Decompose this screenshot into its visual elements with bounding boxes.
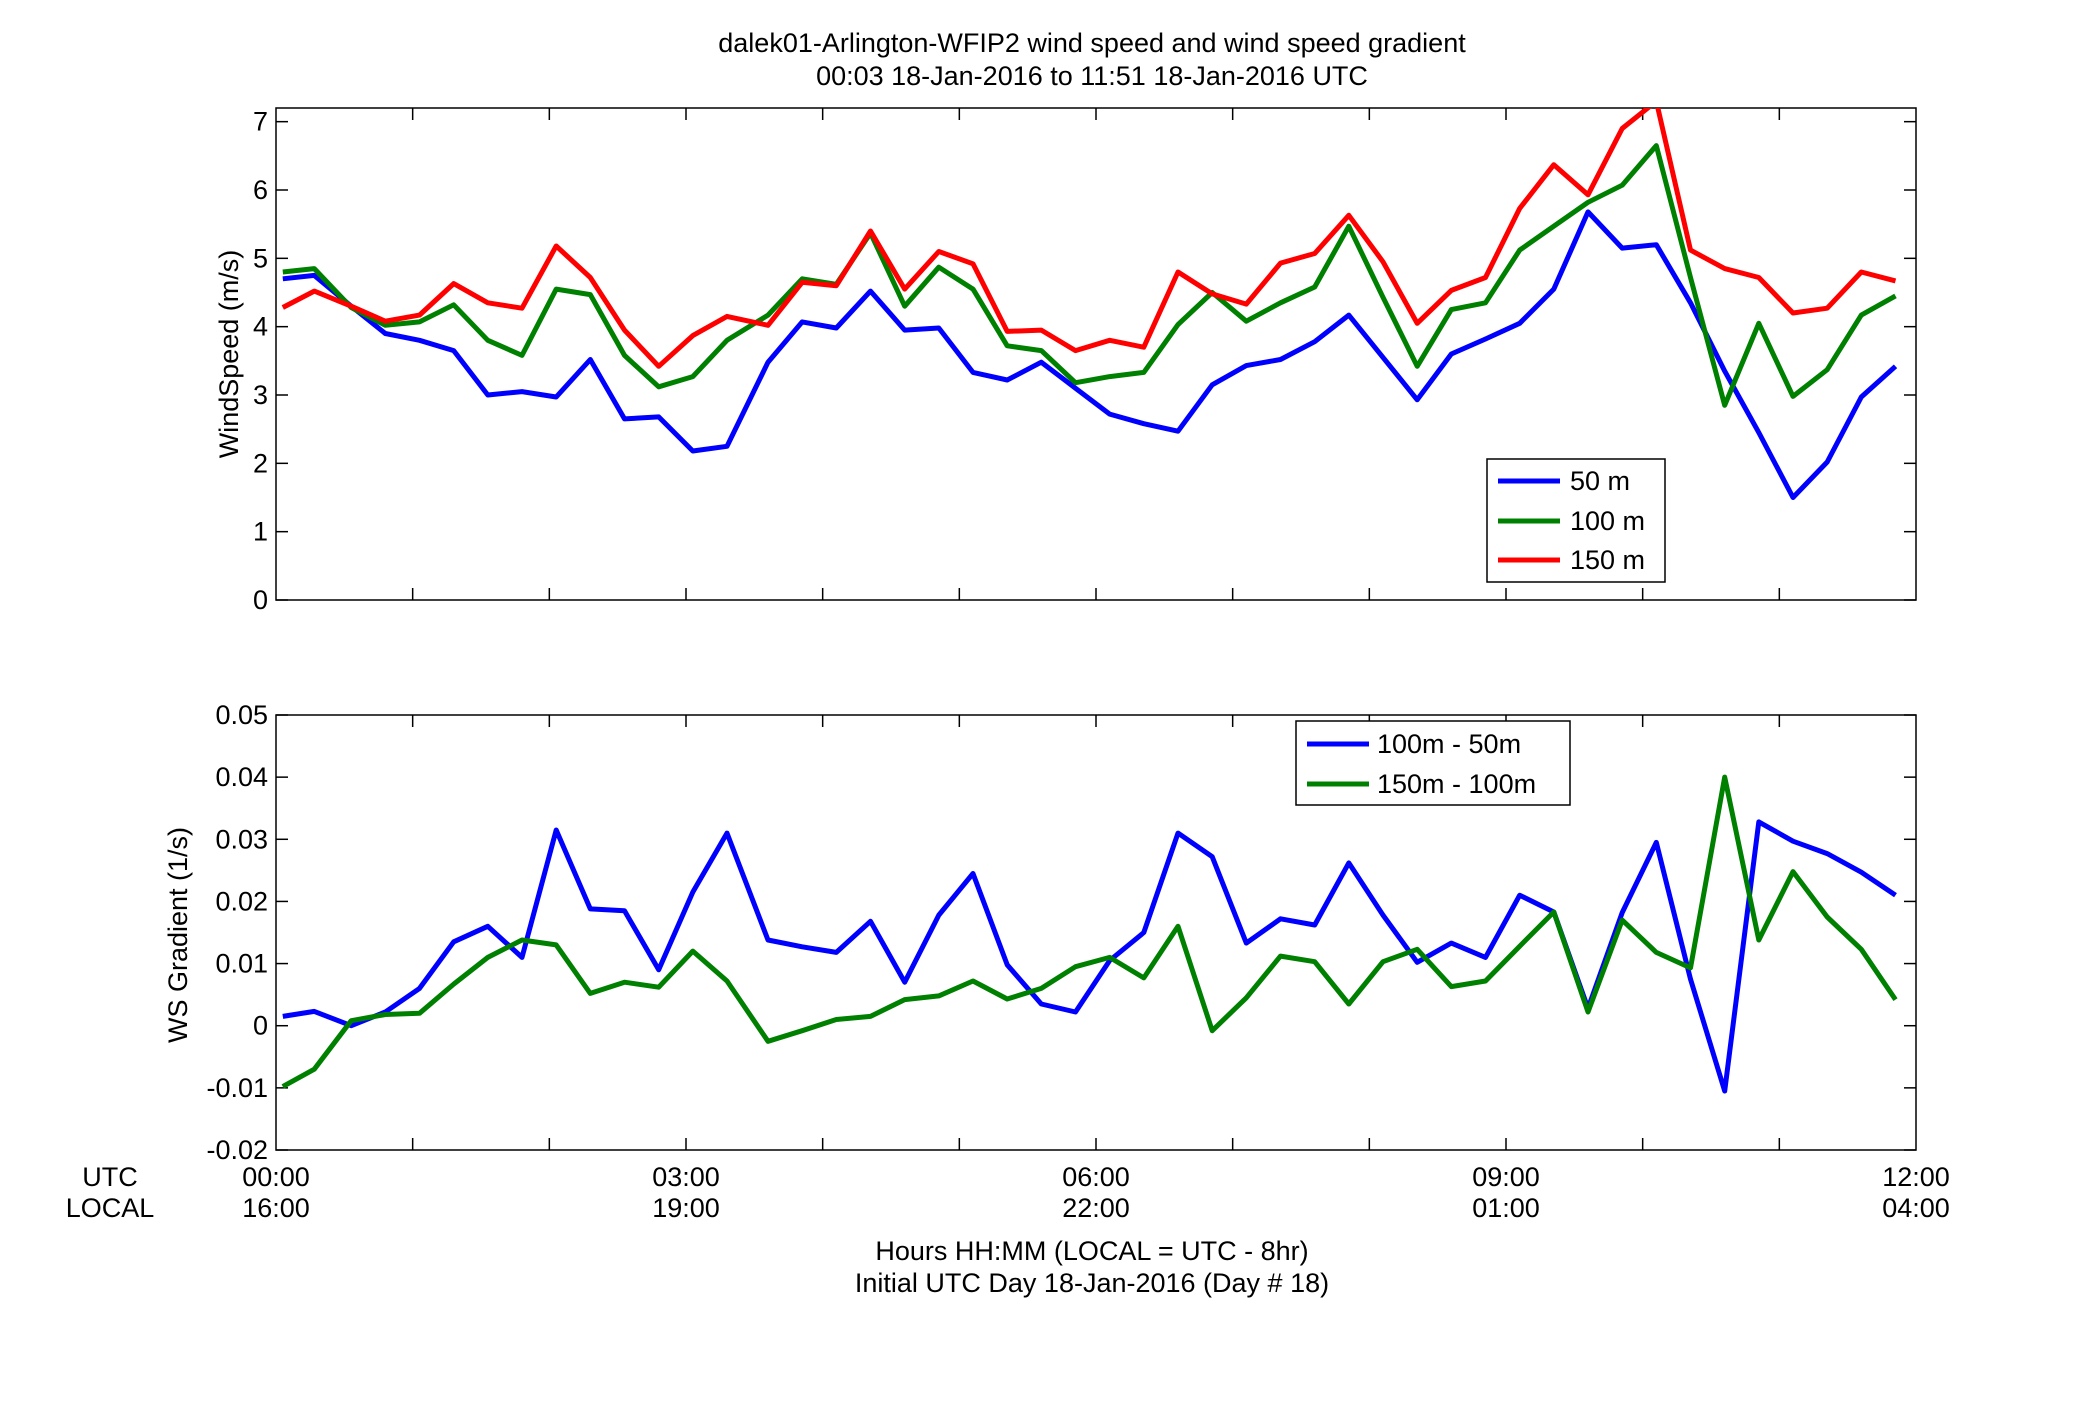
gradient-panel: -0.02 -0.01 0 0.01 0.02 0.03 0.04 0.05 WS Gradi… xyxy=(163,700,1917,1165)
series-line-100m-50m xyxy=(282,819,1897,1094)
wind-speed-ytick-label: 2 xyxy=(253,448,268,478)
wind-speed-series-lines xyxy=(281,108,1898,500)
gradient-ytick-label: 0.05 xyxy=(215,700,268,730)
xtick-label-utc: 12:00 xyxy=(1882,1162,1950,1192)
gradient-ytick-label: 0.01 xyxy=(215,949,268,979)
x-axis-utc-row-label: UTC xyxy=(82,1162,138,1192)
gradient-ytick-label: 0.04 xyxy=(215,762,268,792)
x-axis-label-line2: Initial UTC Day 18-Jan-2016 (Day # 18) xyxy=(855,1268,1329,1298)
wind-speed-y-ticks: 0 1 2 3 4 5 6 7 xyxy=(253,107,1916,615)
gradient-legend: 100m - 50m 150m - 100m xyxy=(1295,720,1571,806)
legend-label-150m: 150 m xyxy=(1570,545,1645,575)
gradient-legend-box xyxy=(1295,720,1571,806)
wind-speed-y-axis-label: WindSpeed (m/s) xyxy=(214,250,244,459)
chart-title-line2: 00:03 18-Jan-2016 to 11:51 18-Jan-2016 U… xyxy=(816,61,1368,91)
gradient-ytick-label: -0.02 xyxy=(206,1135,268,1165)
xtick-label-utc: 06:00 xyxy=(1062,1162,1130,1192)
wind-speed-ytick-label: 6 xyxy=(253,175,268,205)
gradient-ytick-label: 0 xyxy=(253,1011,268,1041)
series-line-150-m xyxy=(281,108,1897,369)
series-line-50-m xyxy=(282,209,1898,500)
gradient-ytick-label: 0.03 xyxy=(215,824,268,854)
series-line-100-m xyxy=(282,143,1897,408)
gradient-y-axis-label: WS Gradient (1/s) xyxy=(163,827,193,1043)
legend-label-100m-50m: 100m - 50m xyxy=(1377,729,1521,759)
series-line-150m-100m xyxy=(281,774,1898,1089)
xtick-label-local: 22:00 xyxy=(1062,1193,1130,1223)
wind-speed-ytick-label: 0 xyxy=(253,585,268,615)
xtick-label-utc: 09:00 xyxy=(1472,1162,1540,1192)
wind-speed-ytick-label: 5 xyxy=(253,243,268,273)
gradient-ytick-label: -0.01 xyxy=(206,1073,268,1103)
wind-speed-panel: 0 1 2 3 4 5 6 7 WindSpeed (m/s) 50 m 100 m 150 … xyxy=(214,107,1917,615)
xtick-label-utc: 03:00 xyxy=(652,1162,720,1192)
gradient-series-lines xyxy=(281,774,1898,1094)
legend-label-100m: 100 m xyxy=(1570,506,1645,536)
wind-speed-legend: 50 m 100 m 150 m xyxy=(1486,458,1666,583)
wind-speed-ytick-label: 7 xyxy=(253,107,268,137)
wind-speed-ytick-label: 1 xyxy=(253,517,268,547)
chart-title-line1: dalek01-Arlington-WFIP2 wind speed and w… xyxy=(718,28,1466,58)
wind-speed-ytick-label: 4 xyxy=(253,312,268,342)
xtick-label-utc: 00:00 xyxy=(242,1162,310,1192)
x-axis-label-line1: Hours HH:MM (LOCAL = UTC - 8hr) xyxy=(875,1236,1308,1266)
gradient-y-ticks: -0.02 -0.01 0 0.01 0.02 0.03 0.04 0.05 xyxy=(206,700,1916,1165)
xtick-label-local: 01:00 xyxy=(1472,1193,1540,1223)
wind-speed-x-ticks xyxy=(411,108,1781,600)
legend-label-50m: 50 m xyxy=(1570,466,1630,496)
gradient-axes-box xyxy=(275,714,1917,1151)
xtick-label-local: 19:00 xyxy=(652,1193,720,1223)
gradient-ytick-label: 0.02 xyxy=(215,886,268,916)
legend-label-150m-100m: 150m - 100m xyxy=(1377,769,1536,799)
x-axis-local-row-label: LOCAL xyxy=(66,1193,155,1223)
wind-speed-ytick-label: 3 xyxy=(253,380,268,410)
xtick-label-local: 16:00 xyxy=(242,1193,310,1223)
xtick-label-local: 04:00 xyxy=(1882,1193,1950,1223)
